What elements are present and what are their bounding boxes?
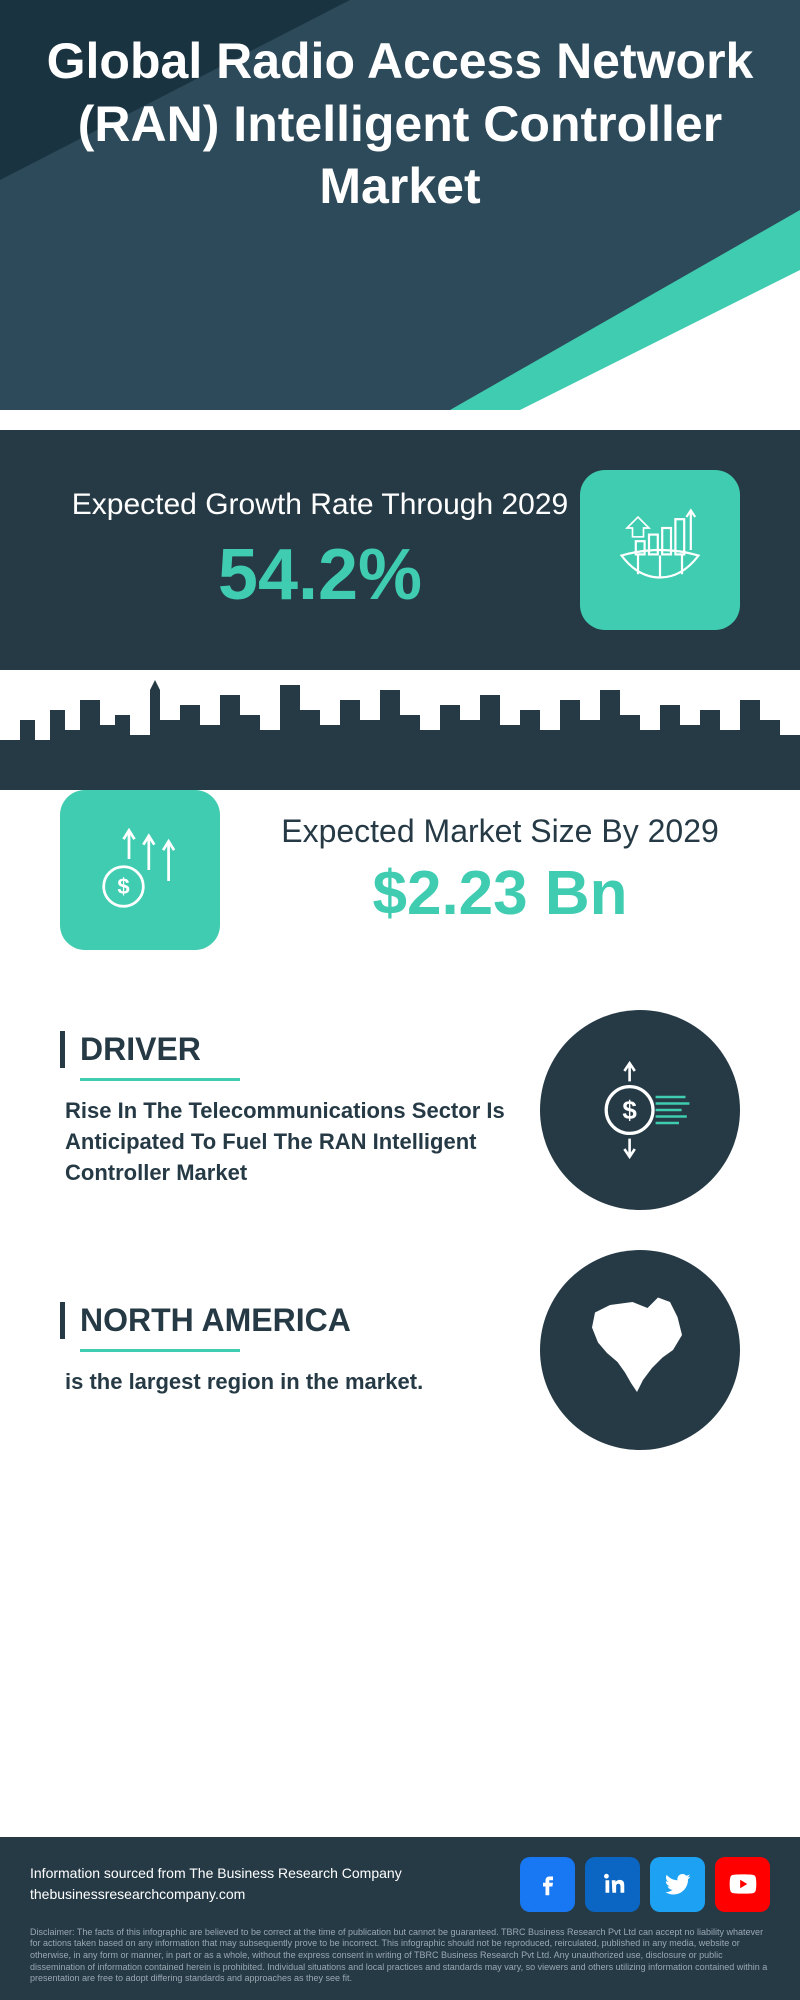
twitter-button[interactable] xyxy=(650,1857,705,1912)
footer-url: thebusinessresearchcompany.com xyxy=(30,1884,402,1905)
youtube-icon xyxy=(726,1867,760,1901)
growth-rate-panel: Expected Growth Rate Through 2029 54.2% xyxy=(0,430,800,670)
region-heading: NORTH AMERICA xyxy=(60,1302,510,1339)
footer-source-line: Information sourced from The Business Re… xyxy=(30,1863,402,1884)
facebook-button[interactable] xyxy=(520,1857,575,1912)
hero-title: Global Radio Access Network (RAN) Intell… xyxy=(0,30,800,218)
heading-underline xyxy=(80,1349,240,1352)
social-links xyxy=(520,1857,770,1912)
footer: Information sourced from The Business Re… xyxy=(0,1837,800,2000)
driver-body: Rise In The Telecommunications Sector Is… xyxy=(60,1096,510,1188)
growth-rate-value: 54.2% xyxy=(60,534,580,616)
svg-text:$: $ xyxy=(622,1095,637,1125)
driver-section: DRIVER Rise In The Telecommunications Se… xyxy=(0,990,800,1230)
facebook-icon xyxy=(533,1869,563,1899)
footer-source-info: Information sourced from The Business Re… xyxy=(30,1863,402,1905)
footer-disclaimer: Disclaimer: The facts of this infographi… xyxy=(30,1927,770,1985)
market-size-label: Expected Market Size By 2029 xyxy=(260,811,740,853)
growth-chart-globe-icon xyxy=(580,470,740,630)
linkedin-icon xyxy=(598,1869,628,1899)
driver-heading: DRIVER xyxy=(60,1031,510,1068)
svg-text:$: $ xyxy=(117,874,129,899)
growth-rate-label: Expected Growth Rate Through 2029 xyxy=(60,485,580,524)
decorative-triangle-bottom-right-white xyxy=(520,270,800,410)
market-size-value: $2.23 Bn xyxy=(260,858,740,929)
dollar-flow-icon: $ xyxy=(540,1010,740,1210)
linkedin-button[interactable] xyxy=(585,1857,640,1912)
twitter-icon xyxy=(663,1869,693,1899)
region-body: is the largest region in the market. xyxy=(60,1367,510,1398)
market-size-panel: $ Expected Market Size By 2029 $2.23 Bn xyxy=(0,790,800,990)
north-america-map-icon xyxy=(540,1250,740,1450)
hero-banner: Global Radio Access Network (RAN) Intell… xyxy=(0,0,800,410)
youtube-button[interactable] xyxy=(715,1857,770,1912)
city-skyline-silhouette xyxy=(0,670,800,790)
region-section: NORTH AMERICA is the largest region in t… xyxy=(0,1230,800,1470)
dollar-growth-icon: $ xyxy=(60,790,220,950)
heading-underline xyxy=(80,1078,240,1081)
